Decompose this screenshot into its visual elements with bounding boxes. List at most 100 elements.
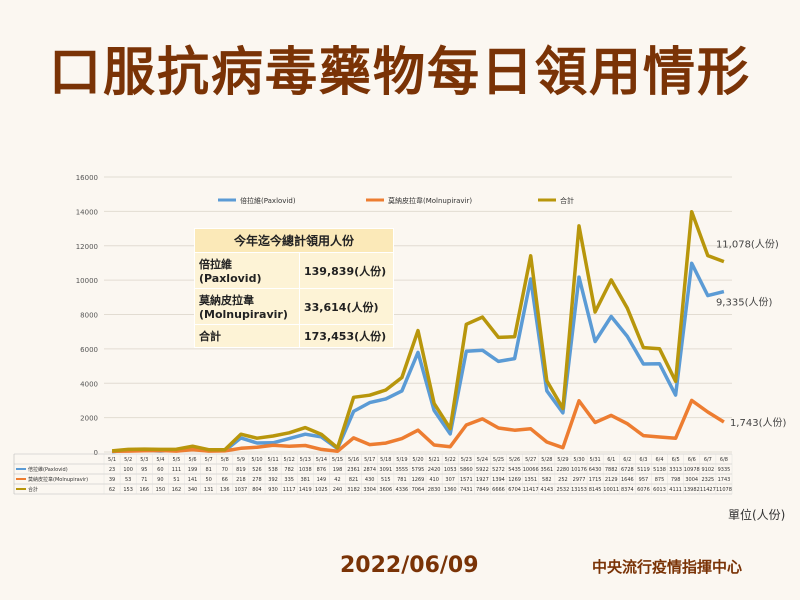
series-line-2 xyxy=(111,209,725,453)
table-cell: 252 xyxy=(558,477,568,483)
table-cell: 278 xyxy=(252,477,262,483)
table-cell: 340 xyxy=(188,487,198,493)
table-cell: 81 xyxy=(205,467,211,473)
organization-name: 中央流行疫情指揮中心 xyxy=(592,558,743,576)
x-tick-label: 5/22 xyxy=(445,457,456,463)
x-tick-label: 5/1 xyxy=(108,457,116,463)
x-tick-label: 6/6 xyxy=(688,457,696,463)
x-tick-label: 6/7 xyxy=(704,457,712,463)
table-cell: 10066 xyxy=(523,467,539,473)
table-cell: 2280 xyxy=(557,467,570,473)
x-tick-label: 5/20 xyxy=(412,457,423,463)
table-cell: 4336 xyxy=(396,487,409,493)
table-cell: 430 xyxy=(365,477,375,483)
table-cell: 153 xyxy=(123,487,133,493)
x-tick-label: 5/10 xyxy=(251,457,262,463)
table-cell: 166 xyxy=(139,487,149,493)
table-cell: 70 xyxy=(222,467,228,473)
table-cell: 930 xyxy=(268,487,278,493)
table-cell: 90 xyxy=(157,477,163,483)
table-cell: 13153 xyxy=(571,487,587,493)
table-cell: 42 xyxy=(334,477,340,483)
table-cell: 4111 xyxy=(669,487,682,493)
table-cell: 218 xyxy=(236,477,246,483)
summary-label-molnupiravir: 莫納皮拉韋 (Molnupiravir) xyxy=(194,288,300,325)
table-cell: 381 xyxy=(301,477,311,483)
table-cell: 6666 xyxy=(492,487,505,493)
table-cell: 5860 xyxy=(460,467,473,473)
end-label-total: 11,078(人份) xyxy=(716,239,779,251)
table-cell: 1646 xyxy=(621,477,634,483)
x-tick-label: 6/3 xyxy=(639,457,647,463)
table-cell: 876 xyxy=(317,467,327,473)
x-tick-label: 5/16 xyxy=(348,457,359,463)
x-tick-label: 6/1 xyxy=(607,457,615,463)
table-cell: 392 xyxy=(268,477,278,483)
x-tick-label: 6/8 xyxy=(720,457,728,463)
table-cell: 3561 xyxy=(540,467,553,473)
table-cell: 2420 xyxy=(428,467,441,473)
table-cell: 1053 xyxy=(444,467,457,473)
x-tick-label: 5/17 xyxy=(364,457,375,463)
table-cell: 141 xyxy=(188,477,198,483)
table-cell: 6704 xyxy=(508,487,521,493)
table-cell: 3606 xyxy=(379,487,392,493)
table-cell: 819 xyxy=(236,467,246,473)
table-cell: 62 xyxy=(109,487,115,493)
table-cell: 781 xyxy=(397,477,407,483)
table-cell: 71 xyxy=(141,477,147,483)
series-line-1 xyxy=(112,398,725,454)
x-tick-label: 5/5 xyxy=(172,457,180,463)
table-cell: 526 xyxy=(252,467,262,473)
x-tick-label: 5/14 xyxy=(316,457,327,463)
table-cell: 7431 xyxy=(460,487,473,493)
table-cell: 5272 xyxy=(492,467,505,473)
table-cell: 198 xyxy=(333,467,343,473)
y-tick-label: 2000 xyxy=(80,415,98,423)
table-cell: 66 xyxy=(222,477,228,483)
table-cell: 4143 xyxy=(540,487,553,493)
table-cell: 5435 xyxy=(508,467,521,473)
table-cell: 5922 xyxy=(476,467,489,473)
x-tick-label: 6/2 xyxy=(623,457,631,463)
y-tick-label: 6000 xyxy=(80,346,98,354)
table-cell: 60 xyxy=(157,467,163,473)
x-tick-label: 5/27 xyxy=(525,457,536,463)
x-tick-label: 6/5 xyxy=(672,457,680,463)
y-tick-label: 12000 xyxy=(76,243,98,251)
table-cell: 1715 xyxy=(589,477,602,483)
legend-label-0: 倍拉維(Paxlovid) xyxy=(240,196,296,205)
x-tick-label: 5/26 xyxy=(509,457,520,463)
table-cell: 11427 xyxy=(700,487,716,493)
y-tick-label: 4000 xyxy=(80,380,98,388)
table-cell: 199 xyxy=(188,467,198,473)
table-cell: 2977 xyxy=(573,477,586,483)
x-tick-label: 6/4 xyxy=(656,457,664,463)
x-tick-label: 5/2 xyxy=(124,457,132,463)
table-cell: 515 xyxy=(381,477,391,483)
table-cell: 1743 xyxy=(718,477,731,483)
table-cell: 7064 xyxy=(412,487,425,493)
table-cell: 798 xyxy=(671,477,681,483)
y-tick-label: 0 xyxy=(94,449,98,457)
x-tick-label: 5/8 xyxy=(221,457,229,463)
legend-label-1: 莫納皮拉韋(Molnupiravir) xyxy=(388,196,472,205)
table-cell: 95 xyxy=(141,467,147,473)
y-tick-label: 16000 xyxy=(76,174,98,182)
table-cell: 5795 xyxy=(412,467,425,473)
table-cell: 1038 xyxy=(299,467,312,473)
x-tick-label: 5/12 xyxy=(284,457,295,463)
page-title: 口服抗病毒藥物每日領用情形 xyxy=(48,43,751,103)
x-tick-label: 5/13 xyxy=(300,457,311,463)
table-cell: 1571 xyxy=(460,477,473,483)
summary-label-paxlovid: 倍拉維 (Paxlovid) xyxy=(194,252,300,289)
table-cell: 821 xyxy=(349,477,359,483)
table-cell: 410 xyxy=(429,477,439,483)
x-tick-label: 5/9 xyxy=(237,457,245,463)
table-cell: 3304 xyxy=(363,487,376,493)
table-cell: 1419 xyxy=(299,487,312,493)
table-cell: 1351 xyxy=(524,477,537,483)
x-tick-label: 5/28 xyxy=(541,457,552,463)
table-cell: 1360 xyxy=(444,487,457,493)
table-cell: 2532 xyxy=(557,487,570,493)
